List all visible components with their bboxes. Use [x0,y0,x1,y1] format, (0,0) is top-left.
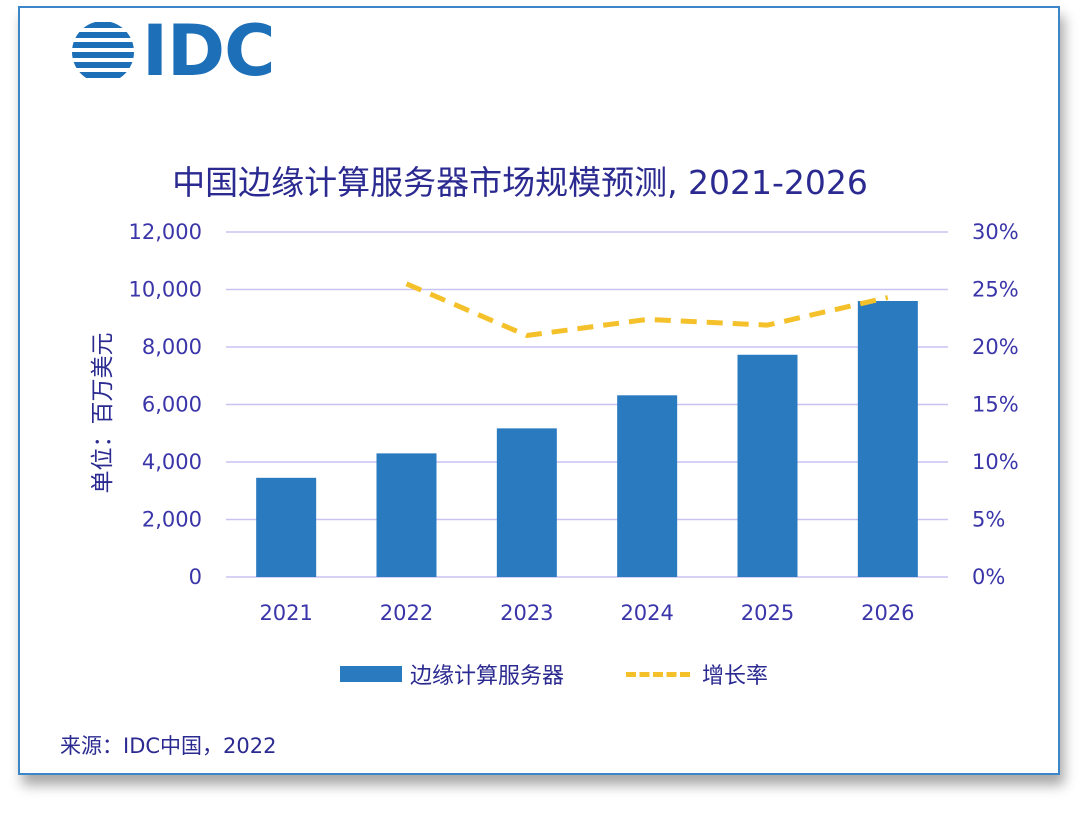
legend-line-swatch [626,671,690,677]
legend-bar-swatch [340,666,402,682]
x-tick-label: 2021 [259,601,312,625]
legend-item-line: 增长率 [626,658,768,690]
y-left-tick-label: 10,000 [129,278,202,302]
y-right-tick-label: 15% [972,393,1019,417]
y-right-tick-label: 25% [972,278,1019,302]
chart-title: 中国边缘计算服务器市场规模预测, 2021-2026 [172,163,868,202]
y-right-tick-label: 30% [972,220,1019,244]
y-left-tick-label: 8,000 [142,335,202,359]
x-tick-label: 2025 [741,601,794,625]
y-right-tick-label: 0% [972,565,1005,589]
bar [256,477,317,577]
growth-rate-line [405,281,889,338]
x-tick-label: 2026 [861,601,914,625]
bar [857,301,918,577]
y-right-tick-label: 20% [972,335,1019,359]
x-tick-label: 2022 [380,601,433,625]
legend-item-bar: 边缘计算服务器 [340,658,564,690]
idc-logo: IDC [70,16,276,88]
y-left-tick-label: 2,000 [142,508,202,532]
chart-card: IDC 中国边缘计算服务器市场规模预测, 2021-2026 0 0% 2,000 5… [18,6,1060,775]
x-tick-label: 2023 [500,601,553,625]
bar [376,453,437,577]
y-right-tick-label: 10% [972,450,1019,474]
legend-bar-label: 边缘计算服务器 [410,664,565,689]
source-note: 来源：IDC中国，2022 [60,734,277,758]
chart-area: 0 0% 2,000 5% 4,000 10% 6,000 15% 8,000 20% 10,000… [129,220,1019,625]
y-left-tick-label: 0 [189,565,202,589]
y-right-tick-label: 5% [972,508,1005,532]
globe-icon [72,22,134,78]
y-left-tick-label: 6,000 [142,393,202,417]
y-axis-label: 单位：百万美元 [90,332,116,494]
bar [617,395,678,577]
y-left-tick-label: 4,000 [142,450,202,474]
bar [737,354,798,577]
bar [496,428,557,577]
x-tick-label: 2024 [620,601,673,625]
legend-line-label: 增长率 [702,664,769,689]
logo-text: IDC [142,10,276,92]
y-left-tick-label: 12,000 [129,220,202,244]
